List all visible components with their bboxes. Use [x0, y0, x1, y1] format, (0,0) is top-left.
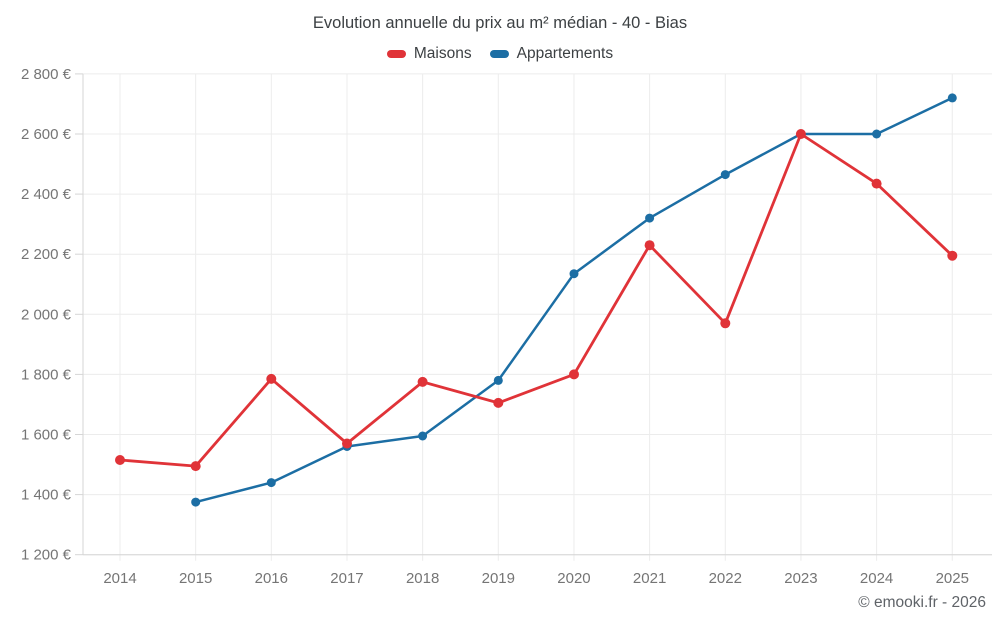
data-point-appartements-2020[interactable]	[569, 269, 579, 279]
data-point-appartements-2025[interactable]	[947, 93, 957, 103]
x-axis-label: 2018	[406, 570, 439, 587]
x-axis-label: 2023	[784, 570, 817, 587]
maisons-series-marker	[386, 50, 406, 58]
data-point-maisons-2017[interactable]	[342, 438, 352, 449]
x-axis-label: 2016	[255, 570, 288, 587]
x-axis-label: 2022	[709, 570, 742, 587]
x-axis-label: 2019	[482, 570, 515, 587]
x-axis-label: 2024	[860, 570, 893, 587]
data-point-maisons-2024[interactable]	[871, 178, 882, 189]
data-point-maisons-2014[interactable]	[115, 455, 125, 465]
footer-credit: © emooki.fr - 2026	[858, 594, 986, 611]
y-axis-label: 1 200 €	[21, 547, 72, 564]
data-point-appartements-2019[interactable]	[493, 375, 503, 385]
y-axis-label: 1 600 €	[21, 427, 72, 444]
y-axis-label: 2 000 €	[21, 306, 72, 323]
legend-item-appartements[interactable]: Appartements	[489, 45, 614, 63]
chart-legend: Maisons Appartements	[0, 45, 1000, 63]
data-point-maisons-2018[interactable]	[417, 376, 428, 387]
maisons-line	[118, 132, 954, 468]
x-axis-label: 2014	[103, 570, 136, 587]
data-point-maisons-2023[interactable]	[795, 129, 806, 139]
data-point-maisons-2019[interactable]	[493, 397, 504, 408]
data-point-appartements-2016[interactable]	[266, 478, 276, 488]
data-point-appartements-2022[interactable]	[720, 170, 730, 180]
data-point-maisons-2016[interactable]	[266, 373, 277, 384]
data-point-maisons-2022[interactable]	[720, 318, 731, 329]
x-axis-label: 2020	[557, 570, 590, 587]
legend-label-appartements: Appartements	[516, 45, 614, 62]
data-point-appartements-2021[interactable]	[645, 213, 655, 223]
legend-item-maisons[interactable]: Maisons	[386, 45, 472, 63]
legend-label-maisons: Maisons	[413, 45, 472, 62]
data-point-maisons-2020[interactable]	[569, 369, 579, 380]
data-point-appartements-2015[interactable]	[191, 497, 201, 507]
y-axis-label: 2 800 €	[21, 66, 72, 83]
data-point-appartements-2024[interactable]	[872, 129, 882, 139]
y-axis-label: 2 600 €	[21, 126, 72, 143]
y-axis-label: 1 800 €	[21, 366, 72, 383]
x-axis-label: 2017	[330, 570, 363, 587]
data-point-maisons-2015[interactable]	[190, 461, 201, 472]
data-point-appartements-2018[interactable]	[418, 431, 428, 441]
x-axis-label: 2021	[633, 570, 666, 587]
data-point-maisons-2025[interactable]	[947, 250, 958, 261]
y-axis-label: 2 200 €	[21, 246, 72, 263]
x-axis-label: 2025	[936, 570, 969, 587]
data-point-maisons-2021[interactable]	[644, 240, 655, 251]
y-axis-label: 1 400 €	[21, 487, 72, 504]
y-axis-label: 2 400 €	[21, 186, 72, 203]
chart-title: Evolution annuelle du prix au m² médian …	[312, 14, 688, 32]
x-axis-label: 2015	[179, 570, 212, 587]
appartements-series-marker	[489, 50, 509, 58]
